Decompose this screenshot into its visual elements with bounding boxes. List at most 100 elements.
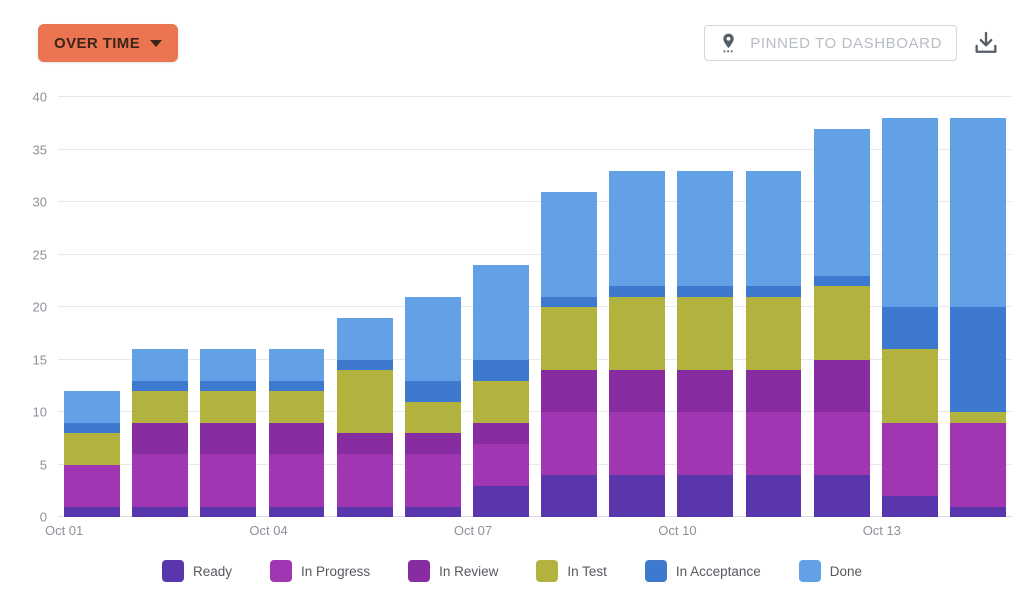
bar-segment-in-test[interactable]	[132, 391, 189, 423]
bar-segment-in-review[interactable]	[404, 433, 461, 454]
bar-segment-done[interactable]	[268, 349, 325, 381]
bar-segment-in-test[interactable]	[268, 391, 325, 423]
bar-segment-ready[interactable]	[472, 485, 529, 517]
bar-segment-in-review[interactable]	[336, 433, 393, 454]
bar-segment-in-progress[interactable]	[745, 412, 802, 475]
bar-segment-ready[interactable]	[541, 475, 597, 517]
bar-column-oct-08	[541, 97, 597, 517]
bar-segment-done[interactable]	[677, 170, 734, 286]
bar-segment-ready[interactable]	[813, 475, 870, 517]
over-time-dropdown-button[interactable]: OVER TIME	[38, 24, 179, 62]
bar-segment-in-review[interactable]	[609, 370, 666, 412]
bar-segment-in-progress[interactable]	[404, 454, 461, 507]
bar-segment-ready[interactable]	[268, 506, 325, 517]
legend-item-done[interactable]: Done	[798, 560, 862, 582]
bar-segment-in-test[interactable]	[64, 433, 120, 465]
download-button[interactable]	[972, 28, 1002, 58]
bar-segment-in-acceptance[interactable]	[268, 380, 325, 391]
bar-segment-done[interactable]	[813, 128, 870, 276]
bar-segment-in-test[interactable]	[404, 401, 461, 433]
bar-segment-done[interactable]	[881, 118, 938, 307]
bar-segment-in-test[interactable]	[881, 349, 938, 423]
bar-segment-in-progress[interactable]	[132, 454, 189, 507]
bar-segment-in-review[interactable]	[813, 359, 870, 412]
bar-segment-in-progress[interactable]	[64, 464, 120, 507]
bar-segment-done[interactable]	[609, 170, 666, 286]
bar-segment-in-acceptance[interactable]	[541, 296, 597, 307]
bar-segment-in-test[interactable]	[949, 412, 1006, 423]
bar-segment-in-test[interactable]	[541, 307, 597, 370]
legend-item-in-review[interactable]: In Review	[408, 560, 498, 582]
bar-segment-in-review[interactable]	[541, 370, 597, 412]
legend-item-in-progress[interactable]: In Progress	[270, 560, 370, 582]
bar-segment-in-review[interactable]	[268, 422, 325, 454]
bar-segment-in-progress[interactable]	[949, 422, 1006, 507]
bar-segment-in-test[interactable]	[336, 370, 393, 433]
bar-segment-in-test[interactable]	[609, 296, 666, 370]
bar-segment-in-review[interactable]	[200, 422, 257, 454]
bar-segment-in-acceptance[interactable]	[813, 275, 870, 286]
bar-segment-in-progress[interactable]	[336, 454, 393, 507]
bar-segment-in-test[interactable]	[677, 296, 734, 370]
bar-segment-in-progress[interactable]	[677, 412, 734, 475]
bar-segment-in-acceptance[interactable]	[200, 380, 257, 391]
bar-segment-in-progress[interactable]	[268, 454, 325, 507]
bar-segment-ready[interactable]	[336, 506, 393, 517]
bar-segment-in-acceptance[interactable]	[472, 359, 529, 381]
bar-segment-in-test[interactable]	[200, 391, 257, 423]
bar-segment-done[interactable]	[132, 349, 189, 381]
bar-segment-in-acceptance[interactable]	[881, 307, 938, 349]
bar-segment-in-acceptance[interactable]	[949, 307, 1006, 412]
bar-segment-done[interactable]	[541, 191, 597, 297]
bar-segment-ready[interactable]	[609, 475, 666, 517]
bar-segment-in-acceptance[interactable]	[677, 286, 734, 297]
bar-segment-done[interactable]	[336, 317, 393, 360]
legend-item-in-test[interactable]: In Test	[536, 560, 607, 582]
gridline	[58, 96, 1012, 97]
bar-segment-in-test[interactable]	[745, 296, 802, 370]
bar-segment-ready[interactable]	[745, 475, 802, 517]
bar-segment-done[interactable]	[745, 170, 802, 286]
bar-segment-in-review[interactable]	[132, 422, 189, 454]
bar-segment-in-acceptance[interactable]	[745, 286, 802, 297]
bar-segment-done[interactable]	[64, 391, 120, 423]
bar-segment-in-acceptance[interactable]	[609, 286, 666, 297]
legend-item-in-acceptance[interactable]: In Acceptance	[644, 560, 761, 582]
bar-column-oct-03	[200, 97, 257, 517]
bar-segment-in-acceptance[interactable]	[336, 359, 393, 370]
bar-segment-in-acceptance[interactable]	[64, 422, 120, 433]
legend-label: In Test	[567, 563, 607, 579]
bar-segment-ready[interactable]	[200, 506, 257, 517]
bar-segment-in-test[interactable]	[472, 380, 529, 423]
bar-segment-ready[interactable]	[132, 506, 189, 517]
bar-segment-in-review[interactable]	[472, 422, 529, 444]
bar-segment-in-progress[interactable]	[541, 412, 597, 475]
bar-segment-in-acceptance[interactable]	[404, 380, 461, 402]
legend-swatch-in-test	[536, 560, 559, 582]
gridline	[58, 358, 1012, 360]
bar-segment-in-progress[interactable]	[881, 422, 938, 496]
bar-segment-done[interactable]	[949, 118, 1006, 307]
bar-segment-done[interactable]	[200, 349, 257, 381]
legend-label: In Review	[439, 563, 499, 579]
bar-segment-in-progress[interactable]	[472, 443, 529, 486]
gridline	[58, 463, 1012, 465]
bar-segment-in-progress[interactable]	[813, 412, 870, 475]
bar-segment-done[interactable]	[404, 296, 461, 381]
bar-segment-ready[interactable]	[881, 496, 938, 517]
bar-segment-ready[interactable]	[949, 506, 1006, 517]
bar-segment-done[interactable]	[472, 265, 529, 360]
bar-segment-in-progress[interactable]	[200, 454, 257, 507]
bar-segment-in-review[interactable]	[745, 370, 802, 412]
pinned-to-dashboard-button[interactable]: PINNED TO DASHBOARD	[704, 25, 957, 61]
y-axis-label: 20	[32, 299, 47, 315]
bar-segment-ready[interactable]	[64, 506, 120, 517]
legend-item-ready[interactable]: Ready	[162, 560, 232, 582]
bar-segment-ready[interactable]	[404, 506, 461, 517]
bar-segment-in-acceptance[interactable]	[132, 380, 189, 391]
bar-segment-in-review[interactable]	[677, 370, 734, 412]
bar-segment-in-test[interactable]	[813, 286, 870, 360]
bar-segment-in-progress[interactable]	[609, 412, 666, 475]
bar-segment-ready[interactable]	[677, 475, 734, 517]
y-axis-label: 35	[32, 142, 47, 157]
